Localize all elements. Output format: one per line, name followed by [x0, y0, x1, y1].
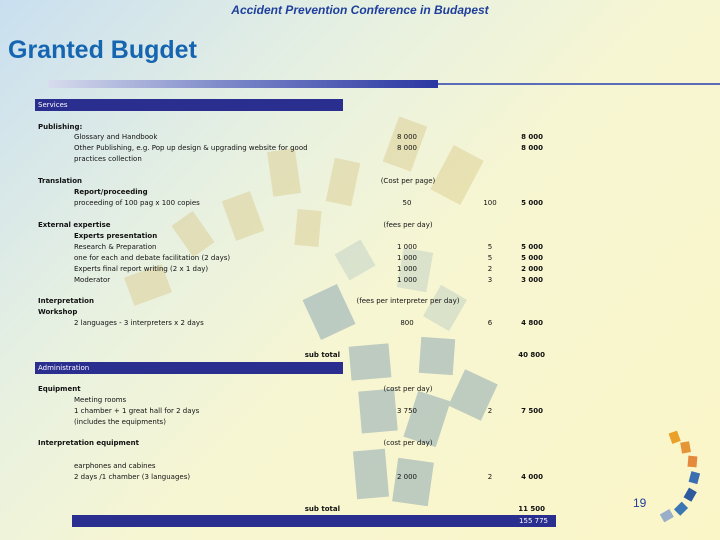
row-amount: 2 000: [521, 265, 543, 273]
table-row: 2 languages - 3 interpreters x 2 days 80…: [0, 318, 720, 329]
services-label: Services: [38, 101, 68, 109]
row-amount: 8 000: [521, 144, 543, 152]
unit-note: (cost per day): [383, 385, 433, 393]
grand-total-amount: 155 775: [519, 517, 548, 525]
row-desc: practices collection: [74, 155, 142, 163]
row-desc: Research & Preparation: [74, 243, 157, 251]
publishing-header-row: Publishing:: [0, 122, 720, 133]
table-row: Report/proceeding: [0, 187, 720, 198]
table-row: Meeting rooms: [0, 395, 720, 406]
row-unit: 5: [487, 243, 493, 251]
title-rule: [48, 80, 720, 88]
table-row: Experts presentation: [0, 231, 720, 242]
row-qty: 1 000: [396, 276, 418, 284]
translation-header-row: Translation (Cost per page): [0, 176, 720, 187]
row-desc: Other Publishing, e.g. Pop up design & u…: [74, 144, 308, 152]
unit-note: (Cost per page): [380, 177, 436, 185]
table-row: proceeding of 100 pag x 100 copies 50 10…: [0, 198, 720, 209]
row-desc: one for each and debate facilitation (2 …: [74, 254, 231, 262]
publishing-label: Publishing:: [38, 123, 83, 131]
interp-equipment-label: Interpretation equipment: [38, 439, 139, 447]
row-desc: 2 languages - 3 interpreters x 2 days: [74, 319, 204, 327]
table-row: Other Publishing, e.g. Pop up design & u…: [0, 143, 720, 154]
translation-label: Translation: [38, 177, 82, 185]
table-row: (includes the equipments): [0, 417, 720, 428]
table-row: Moderator 1 000 3 3 000: [0, 275, 720, 286]
equipment-label: Equipment: [38, 385, 81, 393]
unit-note: (cost per day): [383, 439, 433, 447]
subheading: Report/proceeding: [74, 188, 148, 196]
row-amount: 8 000: [521, 133, 543, 141]
table-row: one for each and debate facilitation (2 …: [0, 253, 720, 264]
row-amount: 4 800: [521, 319, 543, 327]
slide-title: Granted Bugdet: [8, 36, 197, 64]
subtotal-row: sub total 40 800: [0, 350, 720, 361]
subheading: Experts presentation: [74, 232, 158, 240]
interp-equipment-header-row: Interpretation equipment (cost per day): [0, 438, 720, 449]
conference-header: Accident Prevention Conference in Budape…: [231, 3, 489, 17]
subtotal-row: sub total 11 500: [0, 504, 720, 515]
administration-label: Administration: [38, 364, 90, 372]
interpretation-label: Interpretation: [38, 297, 94, 305]
table-row: 1 chamber + 1 great hall for 2 days 3 75…: [0, 406, 720, 417]
row-qty: 8 000: [396, 144, 418, 152]
subtotal-label: sub total: [304, 351, 340, 359]
row-desc: proceeding of 100 pag x 100 copies: [74, 199, 200, 207]
row-unit: 3: [487, 276, 493, 284]
row-unit: 100: [483, 199, 497, 207]
unit-note: (fees per interpreter per day): [356, 297, 460, 305]
row-qty: 3 750: [396, 407, 418, 415]
subheading: earphones and cabines: [74, 462, 156, 470]
table-row: Experts final report writing (2 x 1 day)…: [0, 264, 720, 275]
row-qty: 50: [402, 199, 412, 207]
row-desc: 2 days /1 chamber (3 languages): [74, 473, 191, 481]
table-row: 2 days /1 chamber (3 languages) 2 000 2 …: [0, 472, 720, 483]
row-amount: 5 000: [521, 254, 543, 262]
table-row: Workshop: [0, 307, 720, 318]
row-qty: 800: [400, 319, 414, 327]
workshop-label: Workshop: [38, 308, 78, 316]
subtotal-amount: 11 500: [518, 505, 545, 513]
row-unit: 2: [487, 473, 493, 481]
services-band: Services: [35, 99, 343, 111]
page-number: 19: [633, 496, 647, 510]
row-qty: 1 000: [396, 243, 418, 251]
table-row: practices collection: [0, 154, 720, 165]
row-desc: 1 chamber + 1 great hall for 2 days: [74, 407, 200, 415]
row-unit: 2: [487, 407, 493, 415]
expertise-label: External expertise: [38, 221, 111, 229]
table-row: Glossary and Handbook 8 000 8 000: [0, 132, 720, 143]
row-qty: 2 000: [396, 473, 418, 481]
subheading: Meeting rooms: [74, 396, 127, 404]
subtotal-label: sub total: [304, 505, 340, 513]
row-desc: Glossary and Handbook: [74, 133, 158, 141]
row-amount: 4 000: [521, 473, 543, 481]
row-unit: 2: [487, 265, 493, 273]
grand-total-band: 155 775: [72, 515, 556, 527]
equipment-header-row: Equipment (cost per day): [0, 384, 720, 395]
subtotal-amount: 40 800: [518, 351, 545, 359]
table-row: earphones and cabines: [0, 461, 720, 472]
row-amount: 5 000: [521, 243, 543, 251]
interpretation-header-row: Interpretation (fees per interpreter per…: [0, 296, 720, 307]
row-unit: 6: [487, 319, 493, 327]
table-row: Research & Preparation 1 000 5 5 000: [0, 242, 720, 253]
expertise-header-row: External expertise (fees per day): [0, 220, 720, 231]
row-desc: Moderator: [74, 276, 111, 284]
row-amount: 7 500: [521, 407, 543, 415]
row-desc: Experts final report writing (2 x 1 day): [74, 265, 209, 273]
row-qty: 1 000: [396, 254, 418, 262]
unit-note: (fees per day): [383, 221, 433, 229]
row-qty: 1 000: [396, 265, 418, 273]
row-unit: 5: [487, 254, 493, 262]
row-amount: 3 000: [521, 276, 543, 284]
administration-band: Administration: [35, 362, 343, 374]
row-amount: 5 000: [521, 199, 543, 207]
row-qty: 8 000: [396, 133, 418, 141]
row-note: (includes the equipments): [74, 418, 166, 426]
